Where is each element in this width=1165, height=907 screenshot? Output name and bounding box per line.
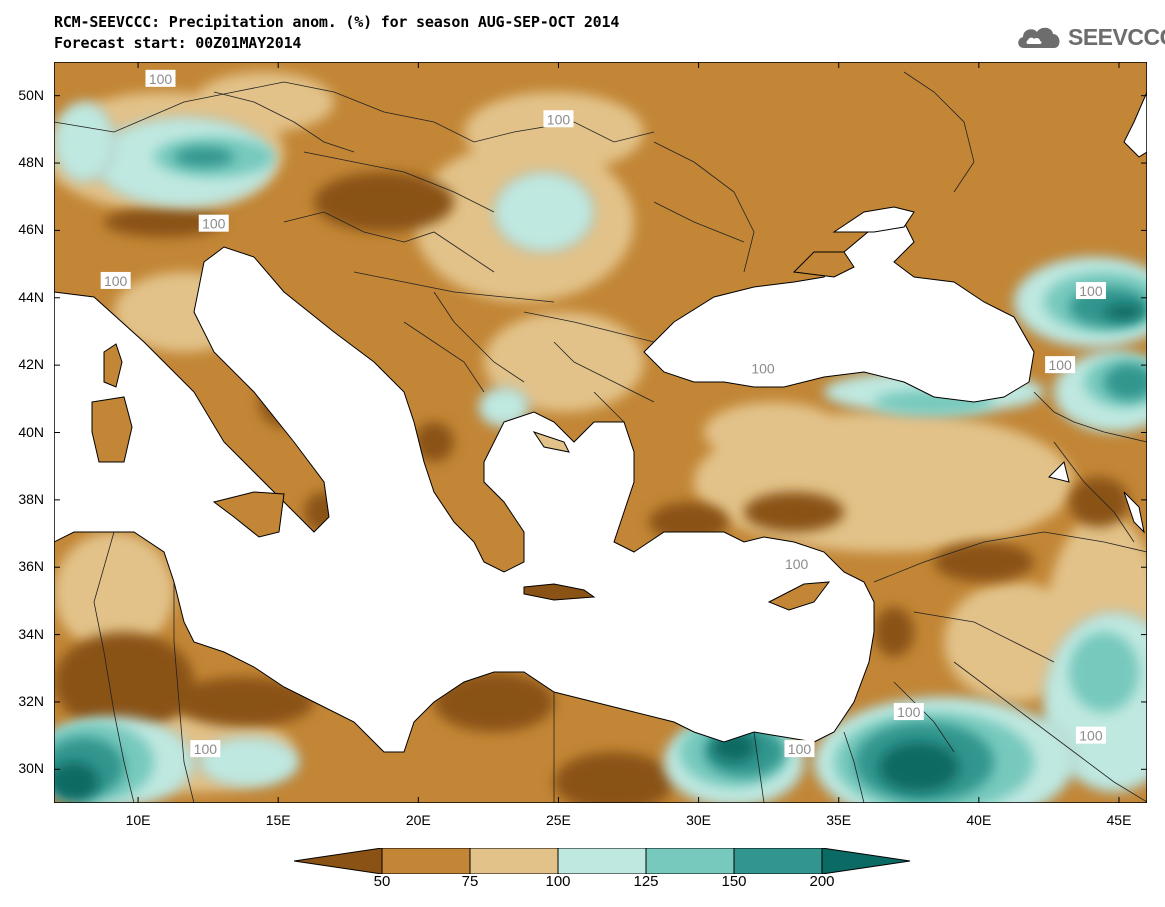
anomaly-below-50-zones bbox=[54, 172, 1129, 803]
lon-tick-label: 30E bbox=[686, 812, 712, 828]
forecast-start-label: Forecast start: 00Z01MAY2014 bbox=[54, 34, 302, 52]
colorbar-tick-label: 200 bbox=[809, 873, 835, 890]
svg-text:100: 100 bbox=[149, 71, 173, 87]
lat-tick-label: 30N bbox=[18, 760, 44, 777]
contour-label: 100 bbox=[784, 740, 815, 758]
contour-label: 100 bbox=[145, 69, 176, 87]
colorbar-50-75 bbox=[381, 848, 471, 874]
lon-tick-label: 35E bbox=[826, 812, 852, 828]
contour-label: 100 bbox=[198, 214, 229, 232]
contour-label: 100 bbox=[190, 740, 221, 758]
lat-tick-label: 36N bbox=[18, 558, 44, 575]
lat-tick-label: 48N bbox=[18, 154, 44, 171]
svg-text:100: 100 bbox=[897, 704, 921, 720]
svg-text:100: 100 bbox=[202, 216, 226, 232]
svg-text:100: 100 bbox=[104, 273, 128, 289]
contour-labels: 100 100 100 100 100 100 100 100 100 100 100 100 bbox=[100, 69, 1106, 758]
cloud-icon bbox=[1018, 27, 1060, 48]
crimea bbox=[792, 251, 855, 278]
islands bbox=[91, 251, 855, 611]
colorbar-100-125 bbox=[557, 848, 647, 874]
sea-of-azov bbox=[832, 206, 915, 233]
svg-text:100: 100 bbox=[788, 741, 812, 757]
lon-tick-label: 20E bbox=[405, 812, 431, 828]
svg-text:100: 100 bbox=[785, 556, 809, 572]
contour-label: 100 bbox=[781, 554, 812, 572]
colorbar-tick-label: 50 bbox=[373, 873, 391, 890]
contour-label: 100 bbox=[893, 703, 924, 721]
svg-text:100: 100 bbox=[751, 361, 775, 377]
precipitation-anomaly-map: 100 100 100 100 100 100 100 100 100 100 100 100 bbox=[54, 62, 1147, 803]
cyprus bbox=[767, 581, 831, 611]
lat-tick-label: 44N bbox=[18, 288, 44, 305]
euboea bbox=[532, 431, 570, 453]
lon-tick-label: 10E bbox=[125, 812, 151, 828]
sicily bbox=[212, 491, 285, 538]
caspian-sea-edge bbox=[1123, 91, 1147, 158]
anomaly-above-200-zones bbox=[54, 304, 1144, 802]
colorbar-gt200 bbox=[821, 848, 911, 874]
colorbar-150-200 bbox=[733, 848, 823, 874]
lat-tick-label: 38N bbox=[18, 490, 44, 507]
colorbar-tick-label: 75 bbox=[461, 873, 479, 890]
colorbar-tick-label: 100 bbox=[545, 873, 571, 890]
lat-tick-label: 32N bbox=[18, 692, 44, 709]
crete bbox=[523, 583, 596, 601]
colorbar-125-150 bbox=[645, 848, 735, 874]
lon-tick-label: 15E bbox=[265, 812, 291, 828]
map-title: RCM-SEEVCCC: Precipitation anom. (%) for… bbox=[54, 13, 620, 31]
mediterranean-sea bbox=[54, 246, 875, 753]
contour-label: 100 bbox=[1075, 282, 1106, 300]
colorbar-75-100 bbox=[469, 848, 559, 874]
lat-tick-label: 40N bbox=[18, 423, 44, 440]
svg-text:100: 100 bbox=[547, 111, 571, 127]
logo-text: SEEVCCC bbox=[1068, 23, 1165, 50]
corsica bbox=[103, 343, 123, 388]
country-borders bbox=[54, 71, 1147, 803]
contour-label: 100 bbox=[100, 271, 131, 289]
lat-tick-label: 46N bbox=[18, 221, 44, 238]
lon-tick-label: 40E bbox=[966, 812, 992, 828]
colorbar bbox=[294, 848, 911, 874]
svg-text:100: 100 bbox=[1079, 728, 1103, 744]
colorbar-tick-label: 125 bbox=[633, 873, 659, 890]
black-sea bbox=[643, 221, 1035, 403]
lon-tick-label: 25E bbox=[545, 812, 571, 828]
lat-tick-label: 42N bbox=[18, 356, 44, 373]
contour-label: 100 bbox=[748, 359, 779, 377]
colorbar-tick-label: 150 bbox=[721, 873, 747, 890]
axis-ticks bbox=[54, 62, 1147, 803]
seas bbox=[54, 91, 1147, 753]
contour-label: 100 bbox=[1075, 726, 1106, 744]
seevccc-logo: SEEVCCC bbox=[1014, 22, 1165, 52]
contour-label: 100 bbox=[1045, 356, 1076, 374]
svg-text:100: 100 bbox=[1048, 357, 1072, 373]
lat-tick-label: 50N bbox=[18, 86, 44, 103]
lon-tick-label: 45E bbox=[1106, 812, 1132, 828]
lat-tick-label: 34N bbox=[18, 625, 44, 642]
svg-text:100: 100 bbox=[194, 741, 218, 757]
svg-text:100: 100 bbox=[1079, 283, 1103, 299]
sardinia bbox=[91, 396, 133, 463]
contour-label: 100 bbox=[543, 110, 574, 128]
colorbar-lt50 bbox=[294, 848, 383, 874]
